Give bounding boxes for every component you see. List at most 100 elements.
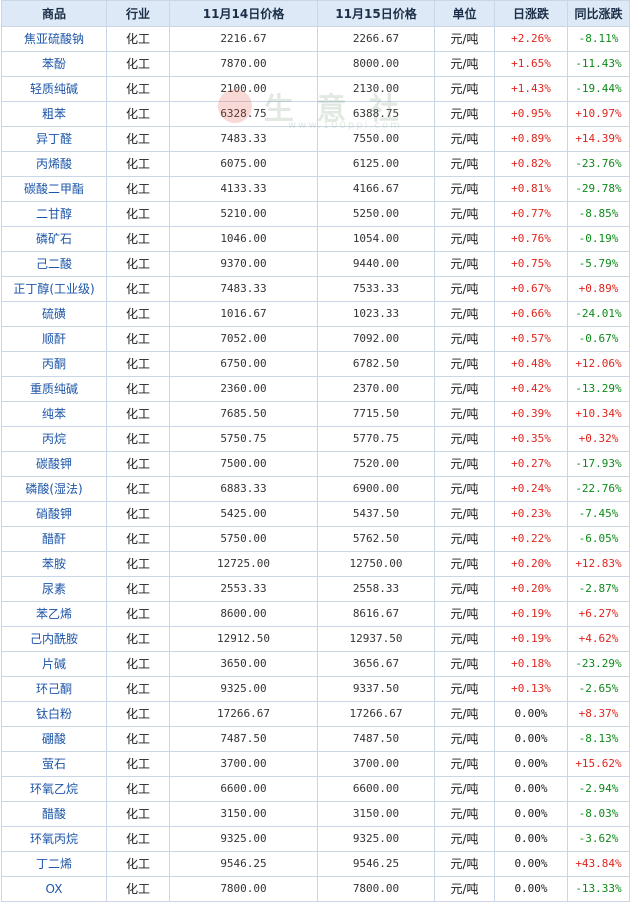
table-row: 重质纯碱 化工 2360.00 2370.00 元/吨 +0.42% -13.29% xyxy=(1,376,630,402)
yoy-change-cell: -22.76% xyxy=(567,476,630,502)
product-name-link[interactable]: 硝酸钾 xyxy=(1,501,107,527)
product-name-link[interactable]: 纯苯 xyxy=(1,401,107,427)
product-name-link[interactable]: 苯胺 xyxy=(1,551,107,577)
product-name-link[interactable]: 碳酸钾 xyxy=(1,451,107,477)
unit-cell: 元/吨 xyxy=(434,526,495,552)
product-name-link[interactable]: 粗苯 xyxy=(1,101,107,127)
table-row: 纯苯 化工 7685.50 7715.50 元/吨 +0.39% +10.34% xyxy=(1,401,630,427)
price-nov15-cell: 5437.50 xyxy=(317,501,435,527)
price-nov14-cell: 5210.00 xyxy=(169,201,318,227)
daily-change-cell: +0.24% xyxy=(494,476,568,502)
price-nov15-cell: 7800.00 xyxy=(317,876,435,902)
yoy-change-cell: +15.62% xyxy=(567,751,630,777)
table-row: 碳酸二甲酯 化工 4133.33 4166.67 元/吨 +0.81% -29.78% xyxy=(1,176,630,202)
table-row: 醋酐 化工 5750.00 5762.50 元/吨 +0.22% -6.05% xyxy=(1,526,630,552)
daily-change-cell: +0.22% xyxy=(494,526,568,552)
price-nov14-cell: 2553.33 xyxy=(169,576,318,602)
table-row: 二甘醇 化工 5210.00 5250.00 元/吨 +0.77% -8.85% xyxy=(1,201,630,227)
product-name-link[interactable]: 丙酮 xyxy=(1,351,107,377)
daily-change-cell: 0.00% xyxy=(494,801,568,827)
price-nov14-cell: 6883.33 xyxy=(169,476,318,502)
industry-cell: 化工 xyxy=(106,726,170,752)
table-row: 片碱 化工 3650.00 3656.67 元/吨 +0.18% -23.29% xyxy=(1,651,630,677)
industry-cell: 化工 xyxy=(106,151,170,177)
industry-cell: 化工 xyxy=(106,526,170,552)
product-name-link[interactable]: 醋酐 xyxy=(1,526,107,552)
header-unit[interactable]: 单位 xyxy=(434,0,495,27)
product-name-link[interactable]: 醋酸 xyxy=(1,801,107,827)
header-product[interactable]: 商品 xyxy=(1,0,107,27)
unit-cell: 元/吨 xyxy=(434,326,495,352)
daily-change-cell: +0.18% xyxy=(494,651,568,677)
yoy-change-cell: -11.43% xyxy=(567,51,630,77)
price-nov14-cell: 7500.00 xyxy=(169,451,318,477)
product-name-link[interactable]: 磷矿石 xyxy=(1,226,107,252)
product-name-link[interactable]: 丙烯酸 xyxy=(1,151,107,177)
unit-cell: 元/吨 xyxy=(434,301,495,327)
product-name-link[interactable]: 苯酚 xyxy=(1,51,107,77)
unit-cell: 元/吨 xyxy=(434,651,495,677)
industry-cell: 化工 xyxy=(106,351,170,377)
price-nov14-cell: 6750.00 xyxy=(169,351,318,377)
product-name-link[interactable]: 环氧乙烷 xyxy=(1,776,107,802)
product-name-link[interactable]: 萤石 xyxy=(1,751,107,777)
product-name-link[interactable]: 己内酰胺 xyxy=(1,626,107,652)
unit-cell: 元/吨 xyxy=(434,851,495,877)
yoy-change-cell: +12.06% xyxy=(567,351,630,377)
industry-cell: 化工 xyxy=(106,601,170,627)
product-name-link[interactable]: 环己酮 xyxy=(1,676,107,702)
yoy-change-cell: +6.27% xyxy=(567,601,630,627)
yoy-change-cell: -2.65% xyxy=(567,676,630,702)
product-name-link[interactable]: 丙烷 xyxy=(1,426,107,452)
industry-cell: 化工 xyxy=(106,376,170,402)
header-industry[interactable]: 行业 xyxy=(106,0,170,27)
price-nov15-cell: 5770.75 xyxy=(317,426,435,452)
price-nov14-cell: 7685.50 xyxy=(169,401,318,427)
product-name-link[interactable]: 顺酐 xyxy=(1,326,107,352)
product-name-link[interactable]: 正丁醇(工业级) xyxy=(1,276,107,302)
daily-change-cell: +0.39% xyxy=(494,401,568,427)
product-name-link[interactable]: 二甘醇 xyxy=(1,201,107,227)
unit-cell: 元/吨 xyxy=(434,251,495,277)
product-name-link[interactable]: 硫磺 xyxy=(1,301,107,327)
product-name-link[interactable]: 尿素 xyxy=(1,576,107,602)
product-name-link[interactable]: 重质纯碱 xyxy=(1,376,107,402)
product-name-link[interactable]: 轻质纯碱 xyxy=(1,76,107,102)
product-name-link[interactable]: 环氧丙烷 xyxy=(1,826,107,852)
daily-change-cell: +0.82% xyxy=(494,151,568,177)
price-nov14-cell: 9370.00 xyxy=(169,251,318,277)
table-row: 萤石 化工 3700.00 3700.00 元/吨 0.00% +15.62% xyxy=(1,751,630,777)
product-name-link[interactable]: 异丁醛 xyxy=(1,126,107,152)
table-row: 丙烯酸 化工 6075.00 6125.00 元/吨 +0.82% -23.76% xyxy=(1,151,630,177)
industry-cell: 化工 xyxy=(106,326,170,352)
price-nov14-cell: 9325.00 xyxy=(169,826,318,852)
table-row: 尿素 化工 2553.33 2558.33 元/吨 +0.20% -2.87% xyxy=(1,576,630,602)
product-name-link[interactable]: 碳酸二甲酯 xyxy=(1,176,107,202)
industry-cell: 化工 xyxy=(106,876,170,902)
industry-cell: 化工 xyxy=(106,701,170,727)
unit-cell: 元/吨 xyxy=(434,601,495,627)
product-name-link[interactable]: 磷酸(湿法) xyxy=(1,476,107,502)
header-yoy-change[interactable]: 同比涨跌 xyxy=(567,0,630,27)
yoy-change-cell: +10.34% xyxy=(567,401,630,427)
yoy-change-cell: -2.94% xyxy=(567,776,630,802)
product-name-link[interactable]: 硼酸 xyxy=(1,726,107,752)
unit-cell: 元/吨 xyxy=(434,151,495,177)
header-price-nov15[interactable]: 11月15日价格 xyxy=(317,0,435,27)
price-nov15-cell: 7092.00 xyxy=(317,326,435,352)
price-nov15-cell: 3700.00 xyxy=(317,751,435,777)
price-nov15-cell: 12750.00 xyxy=(317,551,435,577)
product-name-link[interactable]: 钛白粉 xyxy=(1,701,107,727)
daily-change-cell: +0.13% xyxy=(494,676,568,702)
product-name-link[interactable]: 片碱 xyxy=(1,651,107,677)
industry-cell: 化工 xyxy=(106,51,170,77)
header-price-nov14[interactable]: 11月14日价格 xyxy=(169,0,318,27)
header-daily-change[interactable]: 日涨跌 xyxy=(494,0,568,27)
price-nov14-cell: 2216.67 xyxy=(169,26,318,52)
product-name-link[interactable]: 己二酸 xyxy=(1,251,107,277)
product-name-link[interactable]: 丁二烯 xyxy=(1,851,107,877)
product-name-link[interactable]: 苯乙烯 xyxy=(1,601,107,627)
product-name-link[interactable]: OX xyxy=(1,876,107,902)
industry-cell: 化工 xyxy=(106,26,170,52)
product-name-link[interactable]: 焦亚硫酸钠 xyxy=(1,26,107,52)
